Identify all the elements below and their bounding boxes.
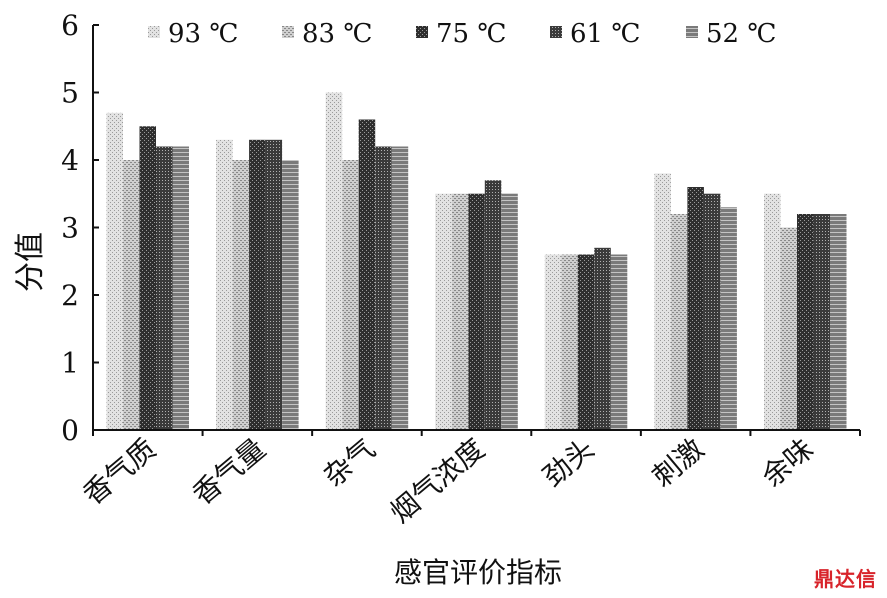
bar — [468, 193, 485, 430]
x-tick-label: 刺激 — [646, 432, 710, 493]
bar — [764, 193, 781, 430]
bar — [249, 139, 266, 431]
legend-swatch — [282, 26, 294, 38]
bar — [577, 254, 595, 430]
y-tick-label: 6 — [61, 9, 79, 42]
bar — [325, 92, 343, 430]
y-tick-label: 4 — [61, 144, 79, 177]
bars — [106, 92, 847, 431]
bar — [282, 160, 299, 430]
x-tick-label: 余味 — [756, 432, 820, 493]
bar — [265, 139, 283, 431]
bar — [780, 227, 797, 430]
bar — [594, 247, 611, 431]
bar — [123, 160, 140, 430]
bar — [670, 214, 688, 430]
bar — [106, 112, 123, 431]
bar — [830, 214, 847, 430]
x-tick-label: 劲头 — [536, 432, 600, 493]
bar — [435, 193, 452, 430]
y-axis-label: 分值 — [13, 232, 48, 292]
y-tick-label: 1 — [61, 347, 79, 380]
x-tick-label: 香气量 — [186, 432, 272, 511]
bar — [484, 180, 502, 431]
bar — [544, 254, 562, 430]
y-tick-label: 2 — [61, 279, 79, 312]
bar — [391, 146, 409, 430]
legend-swatch — [148, 26, 160, 38]
bar — [451, 193, 469, 430]
bar — [720, 207, 737, 430]
bar — [375, 146, 392, 430]
bar — [687, 187, 704, 430]
bar — [216, 139, 233, 431]
x-tick-label: 杂气 — [317, 432, 381, 493]
legend-label: 83 ℃ — [302, 19, 372, 49]
legend-swatch — [550, 26, 562, 38]
watermark-logo: 鼎达信 — [814, 567, 877, 591]
bar — [610, 254, 628, 430]
y-tick-label: 3 — [61, 212, 79, 245]
bar — [703, 193, 721, 430]
legend-label: 75 ℃ — [436, 19, 506, 49]
bar — [156, 146, 173, 430]
legend-label: 93 ℃ — [168, 19, 238, 49]
legend: 93 ℃ 83 ℃ 75 ℃ 61 ℃ 52 ℃ — [148, 19, 776, 49]
bar — [501, 193, 518, 430]
x-axis-label: 感官评价指标 — [394, 556, 562, 589]
bar — [561, 254, 578, 430]
y-tick-label: 0 — [61, 414, 79, 447]
bar — [358, 119, 376, 430]
x-tick-label: 香气质 — [77, 432, 163, 511]
y-tick-label: 5 — [61, 77, 79, 110]
bar — [797, 214, 814, 430]
legend-label: 61 ℃ — [570, 19, 640, 49]
legend-swatch — [686, 26, 698, 38]
bar — [813, 214, 830, 430]
bar — [342, 160, 359, 430]
bar — [139, 126, 156, 431]
legend-swatch — [416, 26, 428, 38]
x-tick-label: 烟气浓度 — [384, 432, 491, 529]
bar — [654, 173, 671, 430]
legend-label: 52 ℃ — [706, 19, 776, 49]
bar — [172, 146, 189, 430]
bar — [232, 160, 250, 430]
